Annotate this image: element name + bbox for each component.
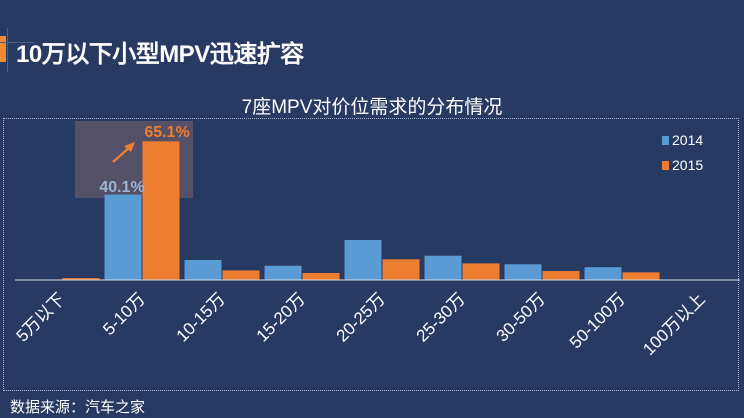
x-tick-label: 20-25万 — [333, 289, 389, 345]
legend-swatch-2014 — [662, 136, 669, 145]
x-tick-label: 15-20万 — [253, 289, 309, 345]
page-title: 10万以下小型MPV迅速扩容 — [16, 41, 304, 68]
x-tick-label: 100万以上 — [639, 289, 709, 359]
bar-2014 — [184, 259, 222, 280]
bar-2014 — [584, 267, 622, 280]
arrow-head-icon — [124, 142, 135, 152]
x-tick-label: 5-10万 — [99, 289, 149, 339]
x-tick-label: 25-30万 — [413, 289, 469, 345]
chart-frame — [3, 118, 739, 391]
x-tick-label: 5万以下 — [13, 289, 69, 345]
bar-2015 — [302, 272, 340, 280]
bar-2015 — [62, 278, 100, 280]
title-accent-bar — [0, 36, 6, 62]
bar-2015 — [142, 141, 180, 280]
bar-2015 — [622, 272, 660, 280]
arrow-icon — [112, 146, 131, 163]
bar-2014 — [264, 265, 302, 280]
bar-2014 — [344, 239, 382, 280]
legend-swatch-2015 — [662, 161, 669, 170]
bar-2015 — [462, 263, 500, 280]
bar-2014 — [104, 194, 142, 280]
bar-2014 — [424, 255, 462, 280]
bar-2015 — [222, 270, 260, 280]
bar-2014 — [504, 264, 542, 280]
decor-line — [0, 42, 34, 43]
legend-label-2015: 2015 — [672, 157, 703, 173]
bar-2015 — [542, 271, 580, 280]
data-source: 数据来源：汽车之家 — [10, 399, 146, 416]
bar-2015 — [382, 259, 420, 280]
chart-title: 7座MPV对价位需求的分布情况 — [241, 97, 503, 118]
decor-line — [7, 28, 8, 72]
x-tick-label: 50-100万 — [566, 289, 629, 352]
x-tick-label: 30-50万 — [493, 289, 549, 345]
data-label-2014: 40.1% — [99, 179, 144, 196]
data-label-2015: 65.1% — [144, 124, 189, 141]
legend-label-2014: 2014 — [672, 132, 703, 148]
x-tick-label: 10-15万 — [173, 289, 229, 345]
